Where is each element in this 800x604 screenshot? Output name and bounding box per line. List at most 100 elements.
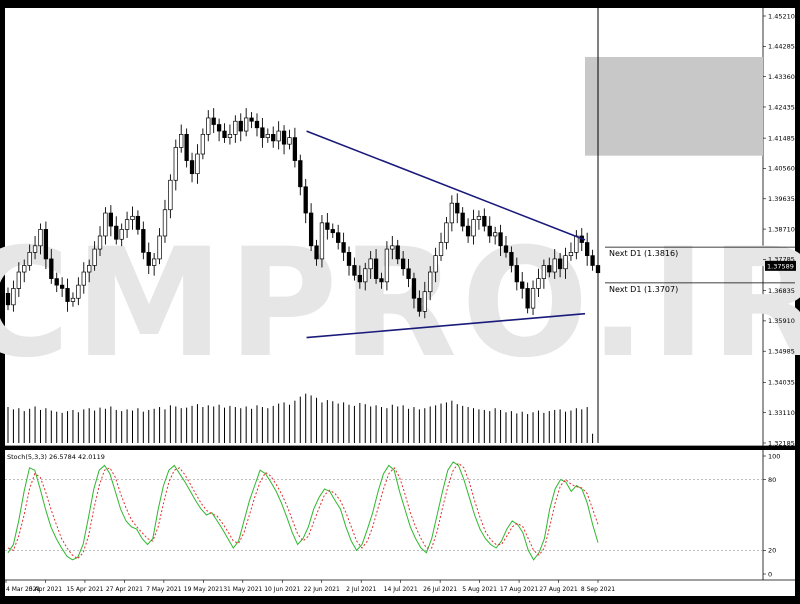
candle-body	[412, 279, 416, 299]
time-tick-label: 5 Apr 2021	[29, 586, 62, 593]
time-tick-label: 8 Sep 2021	[581, 586, 615, 593]
candle-body	[564, 256, 568, 269]
candle-body	[179, 134, 183, 147]
price-tick-label: 1.34035	[768, 379, 795, 387]
price-tick-label: 1.36835	[768, 287, 795, 295]
price-tick-label: 1.44285	[768, 43, 795, 51]
candle-body	[320, 223, 324, 259]
price-tick-label: 1.42435	[768, 103, 795, 111]
candle-body	[131, 216, 135, 219]
candle-body	[114, 226, 118, 239]
candle-body	[93, 249, 97, 265]
candle-body	[261, 128, 265, 138]
candle-body	[39, 229, 43, 245]
gray-zone	[585, 57, 763, 156]
candle-body	[331, 229, 335, 232]
time-tick-label: 27 Aug 2021	[539, 586, 578, 593]
candle-body	[401, 259, 405, 269]
candle-body	[591, 256, 595, 266]
candle-body	[288, 138, 292, 145]
time-tick-label: 2 Jul 2021	[346, 586, 376, 593]
candle-body	[163, 210, 167, 236]
candle-body	[142, 229, 146, 252]
candle-body	[60, 285, 64, 288]
candle-body	[87, 265, 91, 272]
next-d1-label: Next D1 (1.3816)	[609, 249, 678, 258]
candle-body	[353, 265, 357, 275]
watermark: CMPRO.IR	[0, 217, 800, 391]
candle-body	[66, 288, 70, 301]
candle-body	[71, 298, 75, 301]
candle-body	[455, 203, 459, 213]
candle-body	[510, 252, 514, 265]
candle-body	[342, 243, 346, 253]
stochastic-title: Stoch(5,3,3) 26.5784 42.0119	[7, 453, 105, 461]
candle-body	[169, 180, 173, 210]
candle-body	[439, 243, 443, 256]
candle-body	[363, 269, 367, 282]
candle-body	[28, 252, 32, 265]
candle-body	[282, 131, 286, 144]
price-tick-label: 1.39635	[768, 195, 795, 203]
time-tick-label: 22 Jun 2021	[304, 586, 340, 593]
candle-body	[77, 285, 81, 298]
time-tick-label: 27 Apr 2021	[106, 586, 143, 593]
time-tick-label: 15 Apr 2021	[66, 586, 103, 593]
candle-body	[212, 118, 216, 125]
candle-body	[575, 236, 579, 252]
price-tick-label: 1.40560	[768, 165, 795, 173]
candle-body	[553, 259, 557, 272]
candle-body	[304, 187, 308, 213]
candle-body	[477, 216, 481, 219]
stochastic-tick-label: 80	[768, 476, 776, 484]
candle-body	[6, 293, 10, 304]
candle-body	[174, 147, 178, 180]
candle-body	[369, 259, 373, 269]
candle-body	[250, 118, 254, 121]
candle-body	[515, 265, 519, 281]
candle-body	[542, 265, 546, 278]
candle-body	[547, 265, 551, 272]
stochastic-tick-label: 0	[768, 570, 772, 578]
next-d1-label: Next D1 (1.3707)	[609, 285, 678, 294]
candle-body	[315, 246, 319, 259]
candle-body	[423, 292, 427, 312]
candle-body	[147, 252, 151, 265]
candle-body	[418, 298, 422, 311]
time-tick-label: 26 Jul 2021	[423, 586, 457, 593]
candle-body	[136, 216, 140, 229]
candle-body	[347, 252, 351, 265]
candle-body	[428, 272, 432, 292]
candle-body	[585, 243, 589, 256]
candle-body	[445, 223, 449, 243]
stochastic-tick-label: 20	[768, 547, 776, 555]
time-tick-label: 14 Jul 2021	[384, 586, 418, 593]
candle-body	[499, 233, 503, 246]
candle-body	[266, 134, 270, 137]
time-tick-label: 7 May 2021	[146, 586, 181, 593]
candle-body	[12, 288, 16, 304]
candle-body	[483, 216, 487, 226]
candle-body	[374, 259, 378, 279]
candle-body	[109, 213, 113, 226]
candle-body	[493, 233, 497, 236]
candle-body	[434, 256, 438, 272]
candle-body	[558, 259, 562, 269]
candle-body	[50, 259, 54, 279]
candle-body	[391, 246, 395, 249]
candle-body	[44, 229, 48, 259]
candle-body	[531, 288, 535, 308]
candle-body	[55, 279, 59, 286]
price-tick-label: 1.33110	[768, 409, 795, 417]
candle-body	[228, 134, 232, 137]
candle-body	[466, 226, 470, 236]
candle-body	[450, 203, 454, 223]
candle-body	[33, 246, 37, 253]
candle-body	[380, 279, 384, 282]
price-tick-label: 1.34985	[768, 348, 795, 356]
candle-body	[277, 131, 281, 141]
candle-body	[537, 279, 541, 289]
stochastic-tick-label: 100	[768, 452, 780, 460]
